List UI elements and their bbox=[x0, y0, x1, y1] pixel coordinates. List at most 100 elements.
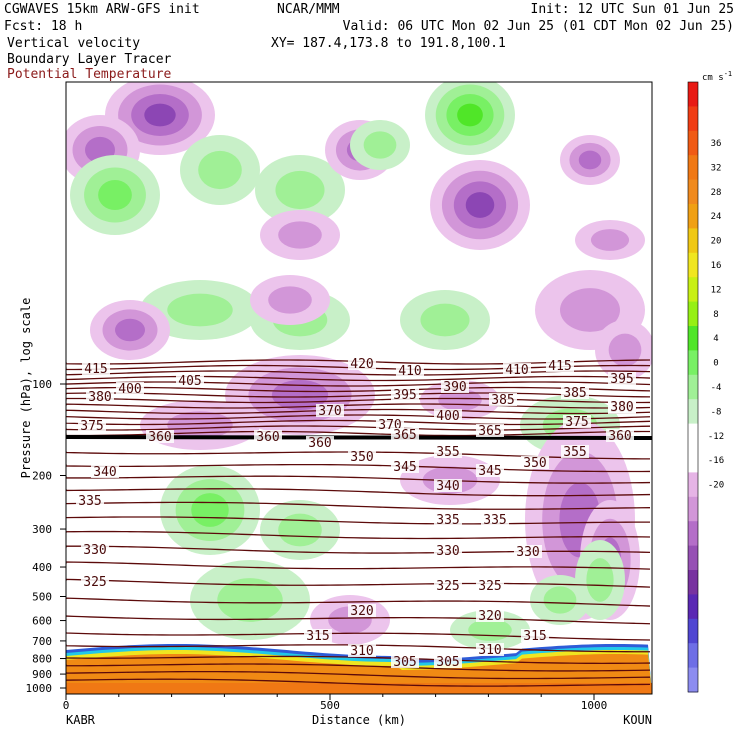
theta-label: 305 bbox=[393, 655, 416, 670]
colorbar-swatch bbox=[688, 521, 698, 547]
theta-label: 360 bbox=[256, 430, 279, 445]
colorbar-swatch bbox=[688, 350, 698, 376]
theta-label: 365 bbox=[478, 424, 501, 439]
theta-label-bg bbox=[304, 629, 332, 642]
theta-label-bg bbox=[521, 629, 549, 642]
theta-contour bbox=[66, 414, 651, 420]
velocity-contour bbox=[278, 513, 322, 547]
velocity-contour bbox=[560, 288, 620, 332]
colorbar-swatch bbox=[688, 301, 698, 327]
theta-contour bbox=[66, 381, 651, 387]
theta-label: 310 bbox=[478, 643, 501, 658]
theta-label-bg bbox=[441, 380, 469, 393]
theta-contour bbox=[66, 670, 651, 680]
x-end-left-label: KABR bbox=[66, 713, 96, 727]
theta-label-bg bbox=[91, 465, 119, 478]
theta-label: 320 bbox=[350, 604, 373, 619]
theta-label-bg bbox=[476, 424, 504, 437]
velocity-contour bbox=[217, 578, 283, 622]
theta-label: 325 bbox=[478, 579, 501, 594]
theta-label: 315 bbox=[306, 629, 329, 644]
theta-label: 360 bbox=[148, 430, 171, 445]
theta-label-bg bbox=[489, 393, 517, 406]
colorbar-swatch bbox=[688, 618, 698, 644]
theta-label: 380 bbox=[610, 400, 633, 415]
theta-label: 375 bbox=[80, 419, 103, 434]
theta-label: 330 bbox=[83, 543, 106, 558]
velocity-contour bbox=[578, 150, 602, 170]
y-tick-label: 800 bbox=[32, 653, 52, 666]
theta-label: 315 bbox=[523, 629, 546, 644]
theta-contour bbox=[66, 530, 651, 540]
colorbar-tick-label: 12 bbox=[711, 285, 722, 295]
velocity-contour bbox=[275, 170, 325, 210]
velocity-contour bbox=[115, 318, 145, 342]
theta-contour bbox=[66, 578, 651, 588]
theta-contour bbox=[66, 663, 651, 672]
velocity-contour bbox=[363, 131, 397, 159]
theta-contour bbox=[66, 501, 651, 510]
theta-label-bg bbox=[116, 382, 144, 395]
colorbar-swatch bbox=[688, 106, 698, 132]
field-label-vertical-velocity: Vertical velocity bbox=[7, 36, 140, 51]
colorbar-swatch bbox=[688, 228, 698, 254]
theta-contour bbox=[66, 397, 651, 404]
theta-label: 410 bbox=[398, 364, 421, 379]
colorbar: 36 32 28 24 20 16 12 8 4 0 -4 -8 -12 -16 -20 bbox=[687, 81, 724, 693]
theta-contour bbox=[66, 488, 651, 497]
theta-label: 335 bbox=[78, 494, 101, 509]
theta-label-bg bbox=[434, 409, 462, 422]
theta-contour bbox=[66, 678, 651, 687]
theta-label: 340 bbox=[436, 479, 459, 494]
theta-label-bg bbox=[434, 513, 462, 526]
colorbar-tick-label: -12 bbox=[708, 432, 724, 442]
theta-label-bg bbox=[391, 460, 419, 473]
theta-label: 310 bbox=[350, 644, 373, 659]
theta-label: 405 bbox=[178, 374, 201, 389]
theta-label: 335 bbox=[483, 513, 506, 528]
colorbar-tick-label: 4 bbox=[713, 334, 718, 344]
colorbar-frame bbox=[687, 81, 699, 693]
theta-label-bg bbox=[476, 609, 504, 622]
colorbar-swatch bbox=[688, 496, 698, 522]
theta-label-bg bbox=[476, 579, 504, 592]
theta-label: 330 bbox=[516, 545, 539, 560]
theta-label: 355 bbox=[563, 445, 586, 460]
theta-label: 345 bbox=[393, 460, 416, 475]
colorbar-tick-label: 32 bbox=[711, 163, 722, 173]
colorbar-swatch bbox=[688, 252, 698, 278]
colorbar-swatch bbox=[688, 179, 698, 205]
colorbar-swatch bbox=[688, 570, 698, 595]
header-xy: XY= 187.4,173.8 to 191.8,100.1 bbox=[271, 36, 506, 51]
theta-contour bbox=[66, 419, 651, 426]
theta-label: 420 bbox=[350, 357, 373, 372]
vertical-velocity-shading bbox=[66, 82, 652, 650]
theta-label-bg bbox=[82, 362, 110, 375]
theta-contour bbox=[66, 655, 651, 664]
y-tick-label: 500 bbox=[32, 590, 52, 603]
theta-label-bg bbox=[434, 579, 462, 592]
colorbar-swatch bbox=[688, 155, 698, 181]
velocity-contour bbox=[586, 558, 614, 602]
velocity-contour bbox=[167, 411, 233, 439]
header-valid: Valid: 06 UTC Mon 02 Jun 25 (01 CDT Mon … bbox=[343, 19, 734, 34]
y-tick-label: 400 bbox=[32, 561, 52, 574]
velocity-contour bbox=[465, 192, 495, 218]
theta-contour-labels: 415 420 410 410 415 405 400 395 390 380 395 385 385 3… bbox=[76, 357, 636, 670]
velocity-contour bbox=[268, 286, 312, 314]
theta-label-bg bbox=[316, 404, 344, 417]
theta-label-bg bbox=[561, 386, 589, 399]
colorbar-swatch bbox=[688, 130, 698, 156]
theta-label-bg bbox=[254, 430, 282, 443]
colorbar-swatch bbox=[688, 82, 698, 107]
theta-contour bbox=[66, 375, 651, 382]
colorbar-unit: cm s-1 bbox=[702, 70, 732, 83]
theta-label-bg bbox=[561, 445, 589, 458]
colorbar-tick-label: 0 bbox=[713, 359, 718, 369]
theta-label-bg bbox=[81, 575, 109, 588]
theta-contour bbox=[66, 561, 651, 570]
theta-label: 335 bbox=[436, 513, 459, 528]
theta-label: 390 bbox=[443, 380, 466, 395]
colorbar-tick-label: -16 bbox=[708, 456, 724, 466]
